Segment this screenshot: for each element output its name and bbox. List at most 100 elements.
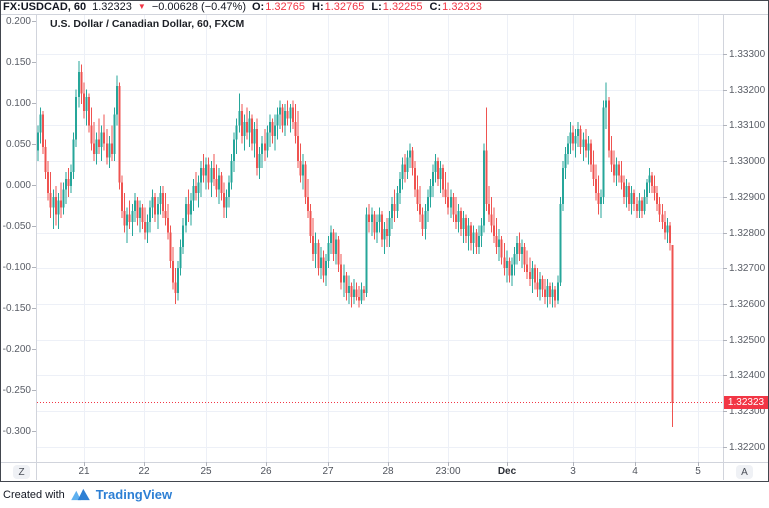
attribution: Created with TradingView: [3, 487, 172, 502]
axis-label: 4: [632, 466, 638, 477]
axis-label: 26: [260, 466, 272, 477]
ohlc-legend-row: FX:USDCAD, 60 1.32323 ▼ −0.00628 (−0.47%…: [3, 0, 482, 14]
candle-body: [98, 139, 101, 147]
candle-body: [337, 239, 340, 265]
candle-body: [161, 193, 164, 212]
candle-body: [210, 168, 213, 183]
candle-body: [658, 203, 661, 215]
candle-body: [490, 214, 493, 226]
candle-body: [113, 114, 116, 154]
candle-body: [396, 193, 399, 212]
candle-body: [375, 221, 378, 233]
candle-body: [90, 125, 93, 144]
candle-body: [200, 168, 203, 183]
axis-label: -0.250: [2, 385, 31, 396]
candle-body: [421, 214, 424, 229]
axis-label: -0.100: [2, 262, 31, 273]
candle-body: [589, 143, 592, 165]
candle-body: [564, 153, 567, 169]
candle-body: [500, 239, 503, 258]
candle-body: [271, 121, 274, 137]
candle-body: [75, 96, 78, 140]
candle-body: [406, 157, 409, 172]
candle-body: [482, 150, 485, 226]
candle-body: [559, 203, 562, 283]
candle-body: [648, 175, 651, 183]
candle-body: [319, 257, 322, 269]
candle-body: [536, 282, 539, 290]
candle-body: [192, 186, 195, 201]
candle-body: [121, 182, 124, 212]
candle-body: [118, 86, 121, 183]
chart-title-legend[interactable]: U.S. Dollar / Canadian Dollar, 60, FXCM: [50, 18, 244, 30]
candle-body: [419, 203, 422, 215]
candle-body: [256, 128, 259, 169]
candle-body: [85, 96, 88, 112]
candle-body: [454, 214, 457, 222]
candle-body: [279, 107, 282, 115]
candle-body: [487, 203, 490, 215]
candle-body: [516, 243, 519, 254]
candle-body: [551, 289, 554, 297]
axis-label: 1.32800: [729, 227, 766, 239]
candle-body: [628, 186, 631, 204]
auto-scale-button[interactable]: A: [736, 465, 753, 479]
candle-body: [245, 121, 248, 133]
axis-label: 25: [200, 466, 212, 477]
candle-body: [212, 168, 215, 179]
candle-body: [437, 161, 440, 179]
candle-body: [671, 244, 674, 403]
candle-body: [630, 193, 633, 204]
candle-body: [77, 71, 80, 97]
candle-body: [322, 257, 325, 276]
candle-body: [166, 218, 169, 233]
candle-body: [388, 218, 391, 237]
candle-body: [635, 203, 638, 212]
tradingview-logo-icon[interactable]: [70, 488, 91, 501]
candle-body: [144, 221, 147, 233]
candle-body: [645, 182, 648, 197]
candle-body: [128, 214, 131, 222]
candle-body: [304, 164, 307, 197]
candle-body: [177, 268, 180, 294]
axis-label: 1.32600: [729, 298, 766, 310]
candle-body: [526, 264, 529, 272]
candlestick-plot[interactable]: [0, 0, 769, 482]
candle-body: [52, 196, 55, 208]
candle-body: [103, 132, 106, 144]
tradingview-wordmark[interactable]: TradingView: [95, 487, 173, 502]
candle-body: [531, 268, 534, 279]
axis-label: 23:00: [435, 466, 461, 477]
candle-body: [365, 214, 368, 294]
candle-body: [317, 243, 320, 269]
candle-body: [615, 164, 618, 176]
candle-body: [340, 264, 343, 283]
timezone-button[interactable]: Z: [13, 465, 30, 479]
candle-body: [579, 128, 582, 147]
axis-label: 1.32700: [729, 263, 766, 275]
candle-body: [67, 178, 70, 187]
symbol-name[interactable]: FX:USDCAD, 60: [3, 1, 87, 13]
candle-body: [638, 200, 641, 212]
candle-body: [299, 161, 302, 176]
candle-body: [380, 214, 383, 240]
candle-body: [294, 121, 297, 137]
axis-label: 0.150: [5, 57, 31, 68]
axis-label: Dec: [497, 466, 517, 477]
candle-body: [584, 139, 587, 151]
candle-body: [108, 143, 111, 158]
candle-body: [286, 111, 289, 119]
ohlc-item: H: 1.32765: [312, 1, 365, 13]
candle-body: [263, 143, 266, 151]
candle-body: [510, 264, 513, 276]
candle-body: [617, 164, 620, 176]
candle-body: [459, 211, 462, 229]
axis-label: 0.050: [5, 139, 31, 150]
candle-body: [289, 107, 292, 119]
candle-body: [467, 225, 470, 237]
candle-body: [223, 193, 226, 208]
candle-body: [360, 289, 363, 301]
candle-body: [431, 171, 434, 187]
candle-body: [327, 243, 330, 262]
